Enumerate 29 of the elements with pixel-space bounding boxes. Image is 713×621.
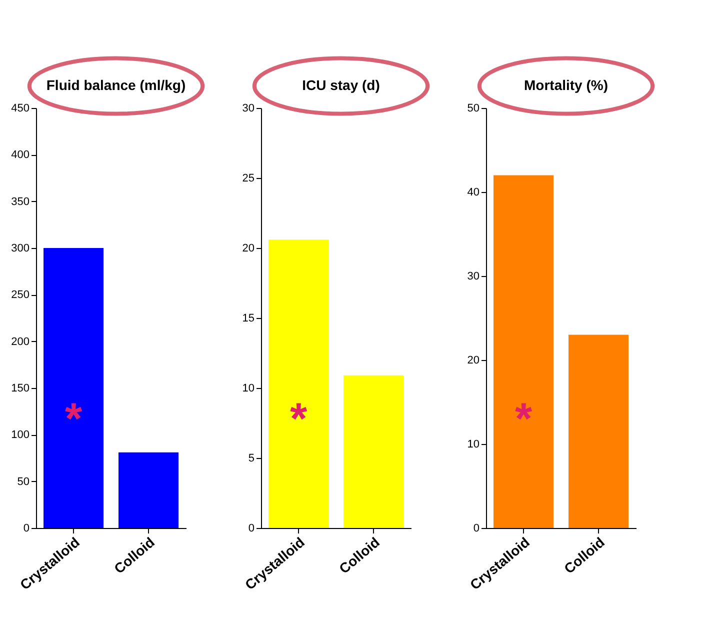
y-tick-label: 30 bbox=[467, 270, 480, 282]
y-tick-label: 100 bbox=[11, 429, 30, 442]
y-tick-label: 150 bbox=[11, 382, 30, 394]
y-tick-label: 450 bbox=[11, 102, 30, 114]
annotation: * bbox=[514, 394, 533, 444]
y-tick-label: 350 bbox=[11, 196, 30, 208]
y-tick-label: 25 bbox=[242, 172, 254, 184]
y-tick-label: 0 bbox=[23, 522, 30, 534]
y-tick-label: 10 bbox=[242, 382, 254, 394]
y-tick-label: 0 bbox=[473, 522, 480, 534]
y-tick-label: 250 bbox=[11, 289, 30, 302]
y-tick-label: 40 bbox=[467, 186, 480, 198]
y-tick-label: 30 bbox=[242, 102, 254, 114]
y-tick-label: 50 bbox=[17, 476, 30, 488]
annotation: * bbox=[64, 394, 83, 444]
y-tick-label: 20 bbox=[242, 242, 254, 254]
y-tick-label: 15 bbox=[242, 312, 254, 324]
y-tick-label: 5 bbox=[248, 452, 254, 464]
y-tick-label: 0 bbox=[248, 522, 254, 534]
y-tick-label: 200 bbox=[11, 336, 30, 348]
y-tick-label: 50 bbox=[467, 102, 480, 114]
annotation: * bbox=[290, 394, 308, 444]
y-tick-label: 300 bbox=[11, 242, 30, 254]
y-tick-label: 10 bbox=[467, 438, 480, 450]
y-tick-label: 400 bbox=[11, 149, 30, 162]
y-tick-label: 20 bbox=[467, 354, 480, 366]
chart-title: Fluid balance (ml/kg) bbox=[46, 77, 186, 93]
chart-title: ICU stay (d) bbox=[302, 77, 380, 93]
chart-title: Mortality (%) bbox=[524, 77, 608, 93]
